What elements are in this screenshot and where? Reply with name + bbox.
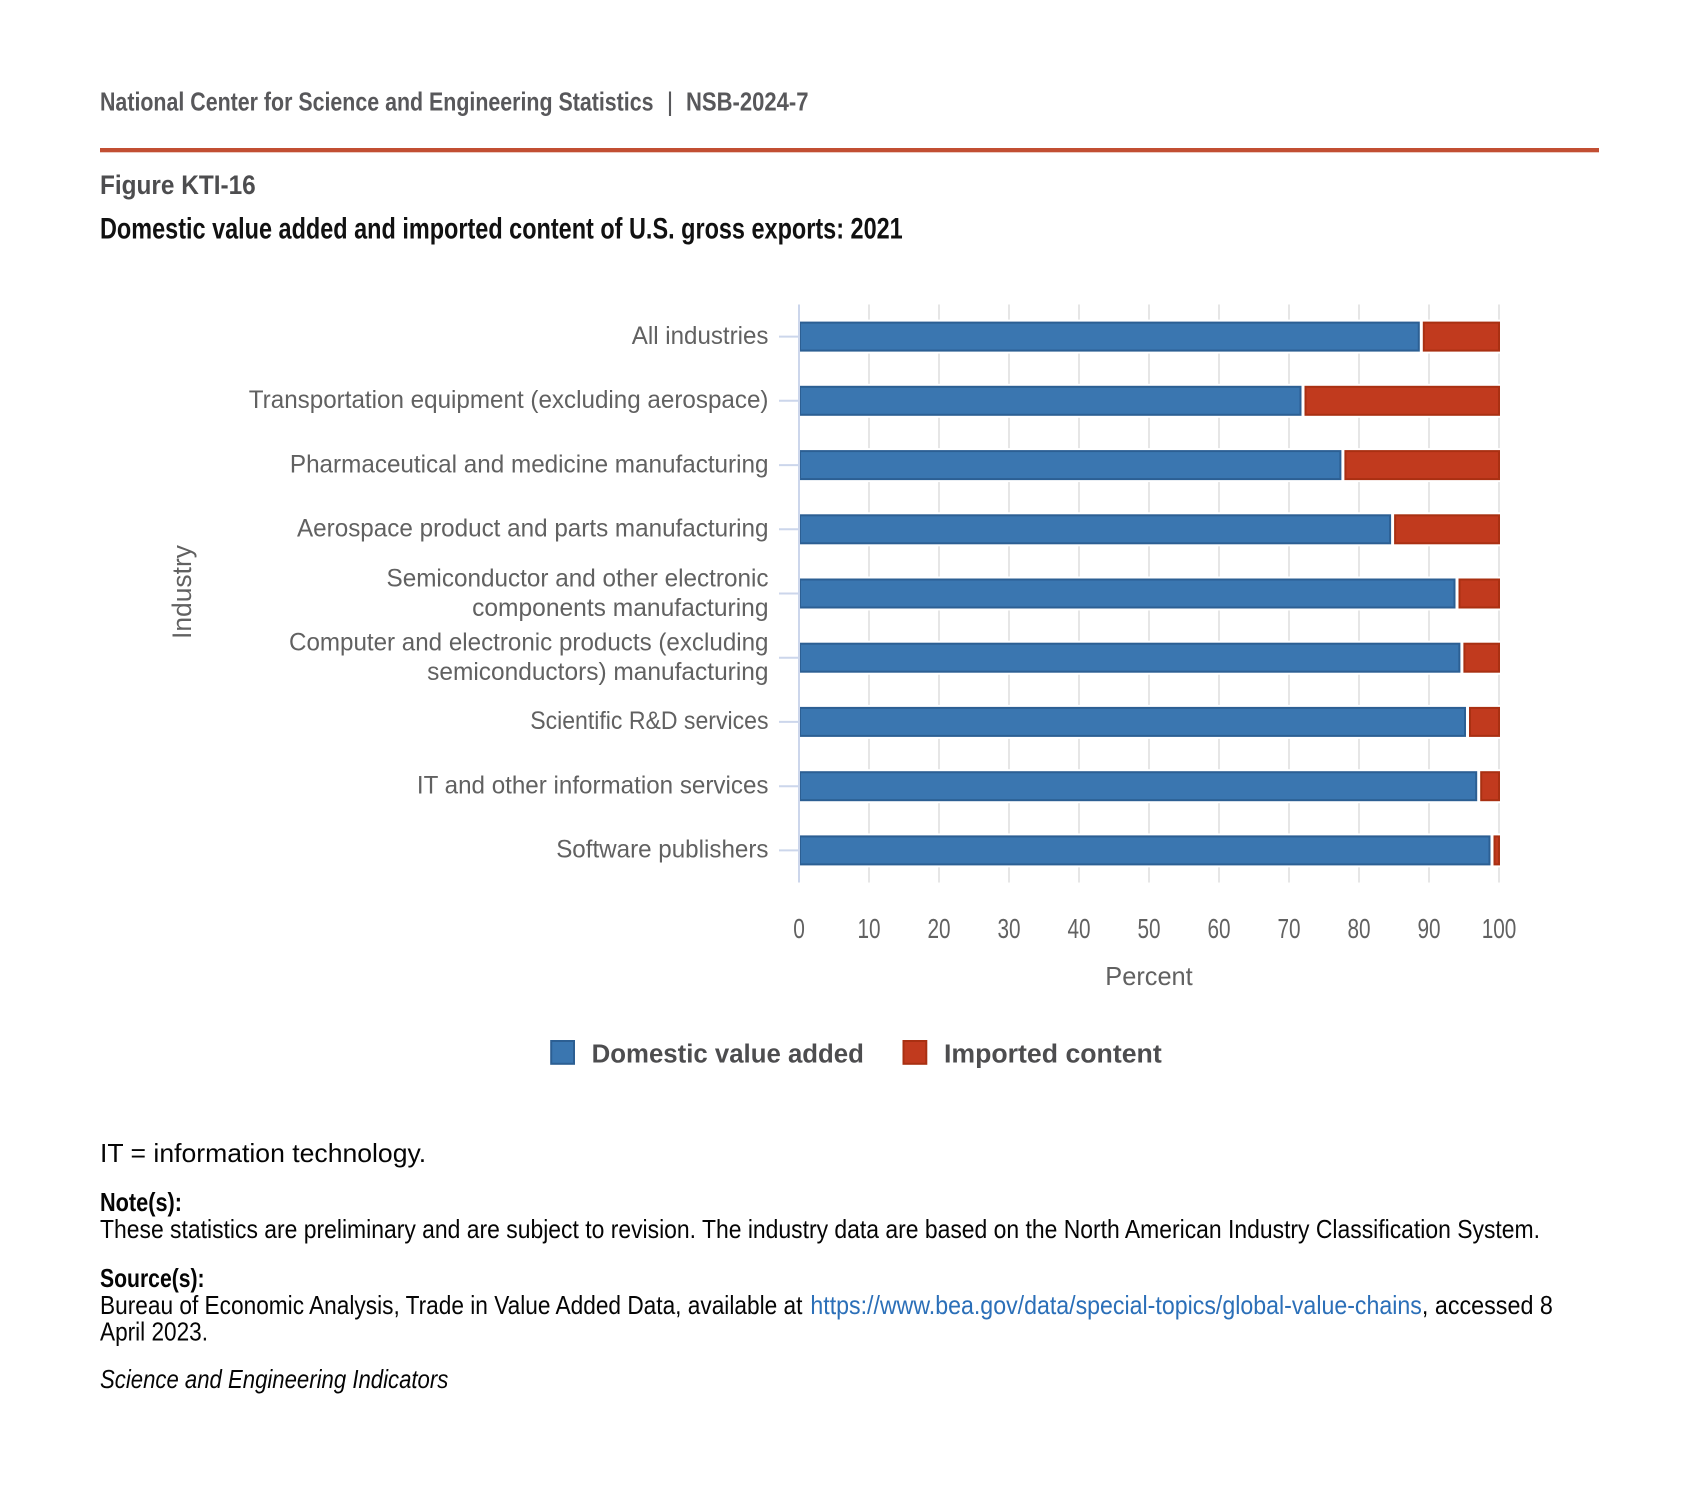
svg-text:Figure KTI-16: Figure KTI-16 xyxy=(100,170,256,200)
svg-text:NSB-2024-7: NSB-2024-7 xyxy=(686,87,809,117)
svg-text:40: 40 xyxy=(1067,913,1090,944)
svg-text:Source(s):: Source(s): xyxy=(100,1263,205,1293)
svg-text:Domestic value added: Domestic value added xyxy=(592,1041,864,1069)
svg-text:|: | xyxy=(667,87,674,117)
svg-text:https://www.bea.gov/data/speci: https://www.bea.gov/data/special-topics/… xyxy=(810,1290,1422,1320)
svg-text:80: 80 xyxy=(1347,913,1370,944)
svg-text:Note(s):: Note(s): xyxy=(100,1187,182,1217)
svg-text:All industries: All industries xyxy=(632,322,769,350)
svg-text:semiconductors) manufacturing: semiconductors) manufacturing xyxy=(427,658,768,686)
svg-text:Software publishers: Software publishers xyxy=(556,836,768,864)
svg-text:10: 10 xyxy=(857,913,880,944)
svg-text:0: 0 xyxy=(793,913,805,944)
svg-text:components manufacturing: components manufacturing xyxy=(472,594,768,622)
svg-text:30: 30 xyxy=(997,913,1020,944)
svg-text:Transportation equipment (excl: Transportation equipment (excluding aero… xyxy=(249,386,769,414)
svg-text:, accessed 8: , accessed 8 xyxy=(1422,1290,1553,1320)
svg-text:Industry: Industry xyxy=(167,545,197,639)
svg-text:50: 50 xyxy=(1137,913,1160,944)
svg-text:Computer and electronic produc: Computer and electronic products (exclud… xyxy=(289,629,769,657)
svg-text:20: 20 xyxy=(927,913,950,944)
svg-text:These statistics are prelimina: These statistics are preliminary and are… xyxy=(100,1214,1540,1244)
svg-text:100: 100 xyxy=(1482,913,1517,944)
svg-text:National Center for Science an: National Center for Science and Engineer… xyxy=(100,87,654,117)
svg-text:IT and other information servi: IT and other information services xyxy=(417,772,769,800)
svg-text:Bureau of Economic Analysis, T: Bureau of Economic Analysis, Trade in Va… xyxy=(100,1290,803,1320)
svg-text:Percent: Percent xyxy=(1105,961,1193,991)
svg-text:90: 90 xyxy=(1417,913,1440,944)
svg-text:Imported content: Imported content xyxy=(944,1041,1162,1069)
svg-text:60: 60 xyxy=(1207,913,1230,944)
svg-text:Scientific R&D services: Scientific R&D services xyxy=(530,707,768,735)
svg-text:70: 70 xyxy=(1277,913,1300,944)
svg-text:April 2023.: April 2023. xyxy=(100,1317,208,1347)
svg-text:Pharmaceutical and medicine ma: Pharmaceutical and medicine manufacturin… xyxy=(290,450,769,478)
svg-text:Domestic value added and impor: Domestic value added and imported conten… xyxy=(100,212,903,245)
svg-text:Semiconductor and other electr: Semiconductor and other electronic xyxy=(387,565,769,593)
svg-text:Aerospace product and parts ma: Aerospace product and parts manufacturin… xyxy=(297,515,769,543)
svg-text:Science and Engineering Indica: Science and Engineering Indicators xyxy=(100,1364,448,1394)
svg-text:IT = information technology.: IT = information technology. xyxy=(100,1138,426,1168)
